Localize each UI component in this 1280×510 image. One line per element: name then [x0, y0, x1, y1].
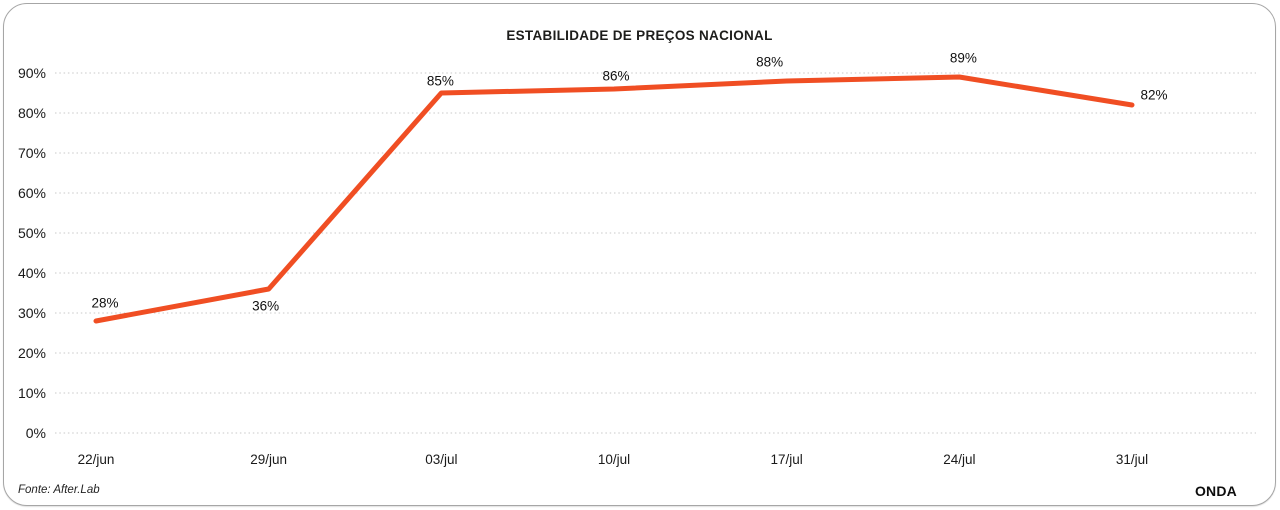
y-tick-label: 90%: [17, 65, 46, 81]
y-tick-label: 20%: [17, 345, 46, 361]
data-point-label: 82%: [1140, 87, 1168, 103]
data-point-label: 28%: [91, 295, 119, 311]
data-point-label: 36%: [252, 298, 280, 314]
y-tick-label: 60%: [17, 185, 46, 201]
brand-logo: ONDA: [1194, 483, 1237, 499]
x-tick-label: 22/jun: [77, 452, 115, 467]
x-tick-label: 24/jul: [943, 452, 976, 467]
y-tick-label: 30%: [17, 305, 46, 321]
data-point-label: 88%: [756, 54, 784, 70]
data-point-label: 86%: [602, 68, 630, 84]
x-tick-label: 03/jul: [425, 452, 458, 467]
trend-line: [93, 74, 1135, 324]
x-tick-label: 29/jun: [250, 452, 288, 467]
x-tick-label: 17/jul: [770, 452, 803, 467]
source-note: Fonte: After.Lab: [18, 484, 100, 496]
y-tick-label: 70%: [17, 145, 46, 161]
y-tick-label: 10%: [17, 385, 46, 401]
y-tick-label: 0%: [25, 425, 46, 441]
y-tick-label: 40%: [17, 265, 46, 281]
chart-title: ESTABILIDADE DE PREÇOS NACIONAL: [506, 28, 773, 43]
y-tick-label: 50%: [17, 225, 46, 241]
data-point-label: 89%: [949, 50, 977, 66]
y-tick-label: 80%: [17, 105, 46, 121]
x-tick-label: 10/jul: [597, 452, 631, 467]
x-tick-label: 31/jul: [1115, 452, 1149, 467]
data-point-label: 85%: [426, 73, 454, 89]
